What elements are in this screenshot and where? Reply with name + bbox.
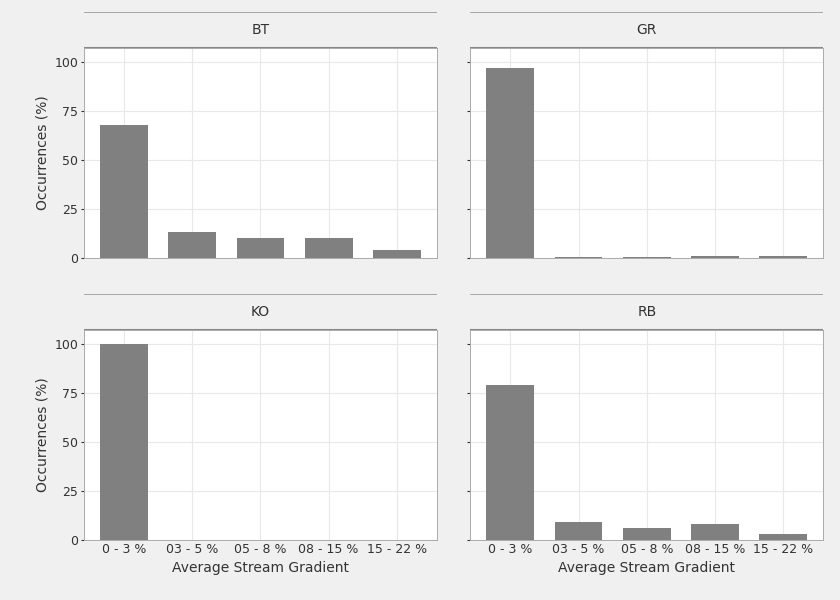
Text: BT: BT bbox=[251, 23, 270, 37]
Bar bbox=[623, 257, 670, 258]
Bar bbox=[373, 250, 421, 258]
Y-axis label: Occurrences (%): Occurrences (%) bbox=[35, 95, 49, 211]
Bar bbox=[691, 524, 739, 540]
Bar bbox=[691, 256, 739, 258]
Text: GR: GR bbox=[637, 23, 657, 37]
Text: RB: RB bbox=[638, 305, 656, 319]
Bar bbox=[623, 528, 670, 540]
Bar bbox=[759, 534, 807, 540]
Y-axis label: Occurrences (%): Occurrences (%) bbox=[35, 377, 49, 493]
Bar bbox=[486, 385, 534, 540]
Bar bbox=[100, 125, 148, 258]
Bar bbox=[305, 238, 353, 258]
Bar bbox=[168, 232, 216, 258]
X-axis label: Average Stream Gradient: Average Stream Gradient bbox=[559, 562, 735, 575]
Bar bbox=[554, 523, 602, 540]
Bar bbox=[100, 344, 148, 540]
Bar bbox=[759, 256, 807, 258]
Text: KO: KO bbox=[251, 305, 270, 319]
X-axis label: Average Stream Gradient: Average Stream Gradient bbox=[172, 562, 349, 575]
Bar bbox=[237, 238, 284, 258]
Bar bbox=[486, 68, 534, 258]
Bar bbox=[554, 257, 602, 258]
